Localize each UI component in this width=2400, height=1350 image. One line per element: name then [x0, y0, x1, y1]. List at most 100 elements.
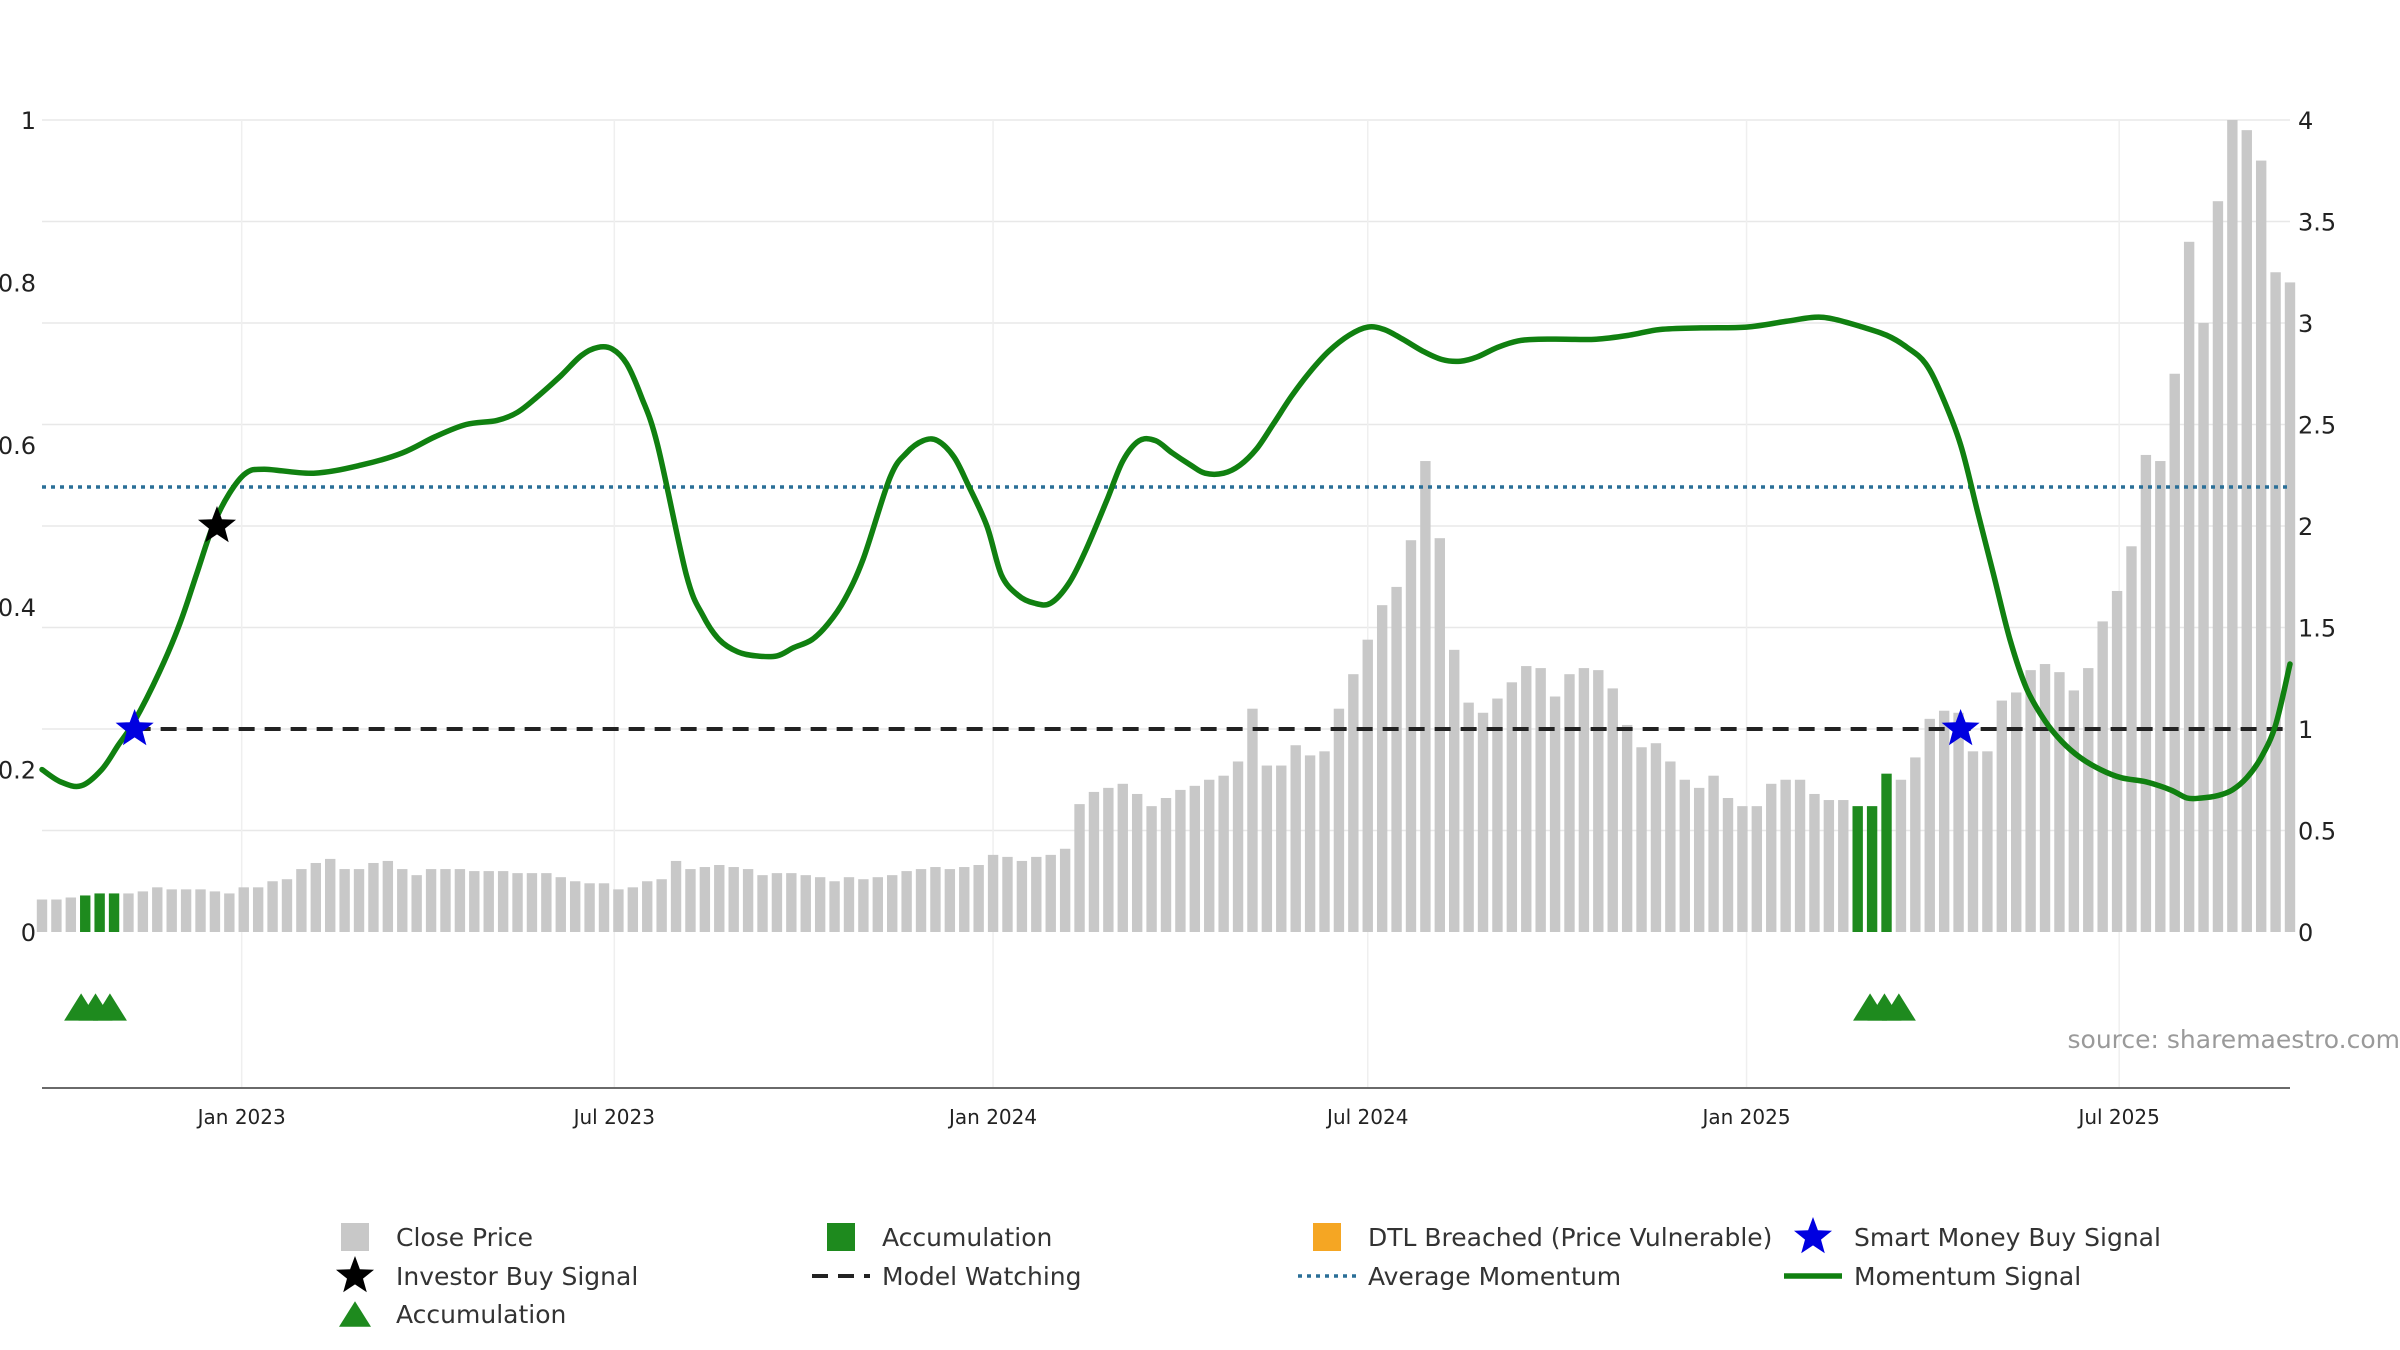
- close-price-bar: [627, 887, 639, 932]
- close-price-bar: [382, 860, 394, 932]
- close-price-bar: [1650, 743, 1662, 932]
- close-price-bar: [1175, 789, 1186, 932]
- close-price-bar: [1016, 860, 1028, 932]
- close-price-bar: [1420, 461, 1431, 932]
- close-price-bar: [1924, 718, 1935, 932]
- legend-item-close-price: Close Price: [341, 1223, 533, 1252]
- left-tick-label: 0.6: [0, 432, 36, 460]
- right-tick-label: 3: [2298, 310, 2313, 338]
- close-price-bar: [771, 873, 783, 932]
- close-price-bars: [36, 120, 2296, 933]
- x-tick-label: Jul 2024: [1325, 1105, 1408, 1129]
- close-price-bar: [2054, 672, 2065, 932]
- legend-label: Investor Buy Signal: [396, 1262, 638, 1291]
- close-price-bar: [1996, 700, 2007, 932]
- close-price-bar: [238, 887, 249, 932]
- close-price-bar: [670, 860, 682, 932]
- close-price-bar: [714, 865, 725, 932]
- close-price-bar: [1045, 854, 1056, 932]
- close-price-bar: [685, 869, 696, 932]
- close-price-bar: [1967, 751, 1979, 932]
- legend-symbol-accumulation-triangle: [339, 1301, 371, 1327]
- close-price-bar: [1578, 668, 1590, 932]
- close-price-bar: [1492, 698, 1503, 932]
- close-price-bar: [325, 858, 336, 932]
- close-price-bar: [1391, 586, 1402, 932]
- close-price-bar: [252, 887, 264, 932]
- close-price-bar: [51, 899, 62, 932]
- close-price-bar: [310, 862, 321, 932]
- close-price-bar: [2155, 461, 2166, 932]
- close-price-bar: [195, 889, 206, 932]
- axes: Jan 2023 Jul 2023 Jan 2024 Jul 2024 Jan 2025…: [0, 107, 2336, 1129]
- close-price-bar: [541, 873, 552, 932]
- legend-label: Model Watching: [882, 1262, 1082, 1291]
- close-price-bar: [1737, 806, 1748, 932]
- close-price-bar: [469, 871, 480, 932]
- close-price-bar: [1434, 538, 1445, 932]
- legend-item-accumulation-triangle: Accumulation: [339, 1300, 566, 1329]
- close-price-bar: [180, 889, 192, 932]
- close-price-bar: [397, 869, 408, 932]
- legend-label: Average Momentum: [1368, 1262, 1621, 1291]
- close-price-bar: [1549, 696, 1561, 932]
- close-price-bar: [1636, 747, 1647, 932]
- close-price-bar: [1304, 755, 1316, 932]
- close-price-bar: [1938, 710, 1950, 932]
- close-price-bar: [800, 875, 811, 932]
- close-price-bar: [1218, 775, 1229, 932]
- accumulation-bar: [80, 895, 91, 932]
- close-price-bar: [786, 873, 797, 932]
- accumulation-bar: [94, 893, 105, 932]
- close-price-bar: [613, 889, 624, 932]
- close-price-bar: [2183, 241, 2195, 933]
- close-price-bar: [1809, 793, 1820, 932]
- close-price-bar: [2039, 664, 2051, 932]
- left-tick-label: 0.2: [0, 757, 36, 785]
- close-price-bar: [440, 869, 451, 932]
- close-price-bar: [1708, 775, 1719, 932]
- legend-label: Accumulation: [882, 1223, 1052, 1252]
- close-price-bar: [1232, 761, 1244, 932]
- close-price-bar: [1693, 787, 1705, 932]
- close-price-bar: [281, 879, 293, 932]
- legend-item-accumulation-bar: Accumulation: [827, 1223, 1052, 1252]
- close-price-bar: [454, 869, 466, 932]
- close-price-bar: [642, 881, 653, 932]
- close-price-bar: [1276, 765, 1287, 932]
- x-tick-label: Jan 2023: [196, 1105, 286, 1129]
- left-tick-label: 0.4: [0, 594, 36, 622]
- close-price-bar: [1477, 712, 1489, 932]
- close-price-bar: [887, 875, 898, 932]
- close-price-bar: [368, 862, 379, 932]
- close-price-bar: [224, 893, 235, 932]
- close-price-bar: [757, 875, 768, 932]
- close-price-bar: [526, 873, 538, 932]
- close-price-bar: [339, 869, 350, 932]
- close-price-bar: [425, 869, 437, 932]
- close-price-bar: [2212, 201, 2224, 932]
- right-tick-label: 3.5: [2298, 209, 2336, 237]
- close-price-bar: [497, 871, 509, 932]
- left-tick-label: 1: [21, 107, 36, 135]
- close-price-bar: [2097, 621, 2108, 932]
- legend-label: Accumulation: [396, 1300, 566, 1329]
- close-price-bar: [814, 877, 826, 932]
- close-price-bar: [1982, 751, 1993, 932]
- close-price-bar: [1895, 779, 1907, 932]
- x-tick-label: Jul 2025: [2076, 1105, 2159, 1129]
- legend: Close Price Accumulation DTL Breached (Pri…: [336, 1217, 2161, 1329]
- close-price-bar: [843, 877, 855, 932]
- close-price-bar: [1794, 779, 1806, 932]
- close-price-bar: [2025, 670, 2036, 932]
- close-price-bar: [1059, 848, 1071, 932]
- close-price-bar: [483, 871, 494, 932]
- close-price-bar: [1103, 787, 1114, 932]
- close-price-bar: [137, 891, 149, 932]
- source-label: source: sharemaestro.com: [2068, 1025, 2400, 1054]
- legend-symbol-investor-buy: [336, 1256, 374, 1293]
- close-price-bar: [959, 867, 970, 932]
- right-tick-label: 4: [2298, 107, 2313, 135]
- close-price-bar: [2241, 130, 2252, 932]
- close-price-bar: [1362, 639, 1373, 932]
